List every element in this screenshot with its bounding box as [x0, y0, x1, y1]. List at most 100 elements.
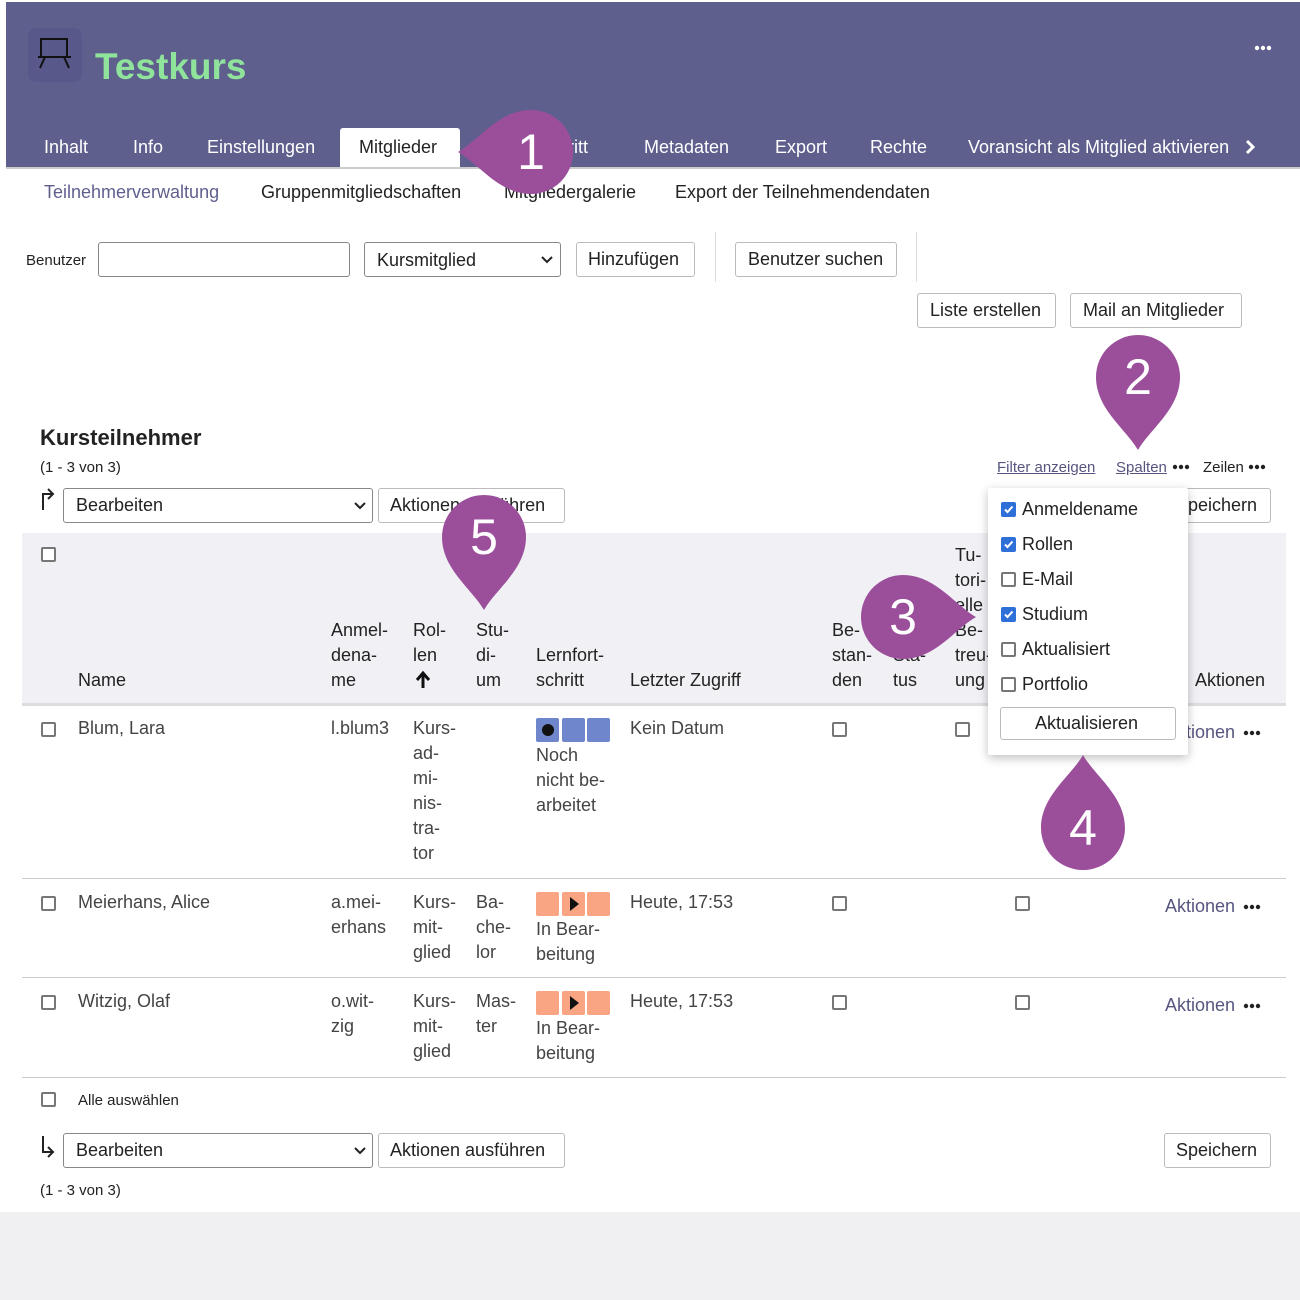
more-dots	[1255, 1003, 1261, 1009]
sort-arrow	[415, 670, 431, 688]
column-option-checkbox[interactable]	[1001, 502, 1016, 517]
member-name: Meierhans, Alice	[78, 892, 211, 912]
row-checkbox[interactable]	[41, 722, 56, 737]
tab[interactable]: Export	[775, 137, 828, 157]
progress-cell	[536, 892, 559, 916]
run-button[interactable]: Aktionen ausführen	[378, 1133, 565, 1168]
tab[interactable]: Info	[133, 137, 164, 157]
column-header: Stu- di- um	[476, 620, 510, 690]
page-content: Testkurs Inhalt Info Einstellungen Mitglied…	[0, 0, 1300, 1212]
tab[interactable]: Rechte	[870, 137, 928, 157]
column-option-label[interactable]: Rollen	[1022, 534, 1074, 554]
row-actions-link[interactable]: Aktionen	[1165, 995, 1236, 1015]
column-option-checkbox[interactable]	[1001, 642, 1016, 657]
more-dots	[1178, 464, 1184, 470]
subtab[interactable]: Gruppenmitgliedschaften	[261, 182, 462, 202]
tab[interactable]: Metadaten	[644, 137, 730, 157]
member-name: Blum, Lara	[78, 718, 166, 738]
table-count: (1 - 3 von 3)	[40, 459, 121, 476]
column-option-label[interactable]: Portfolio	[1022, 674, 1089, 694]
callout-marker: 2	[1096, 335, 1180, 450]
course-header	[6, 2, 1300, 167]
more-dots	[1243, 904, 1249, 910]
progress-marker	[542, 724, 554, 736]
more-dots	[1260, 464, 1266, 470]
column-option-label[interactable]: Anmeldename	[1022, 499, 1139, 519]
progress-status: In Bear- beitung	[536, 1018, 601, 1063]
save-button-text: Speichern	[1176, 495, 1258, 515]
table-count-bottom: (1 - 3 von 3)	[40, 1182, 121, 1199]
create-list-text: Liste erstellen	[930, 300, 1042, 320]
search-button[interactable]: Benutzer suchen	[735, 242, 897, 277]
tab[interactable]: Inhalt	[44, 137, 89, 157]
bulk-select-text: Bearbeiten	[76, 495, 164, 515]
subtab[interactable]: Export der Teilnehmendendaten	[675, 182, 930, 202]
progress-cell	[587, 991, 610, 1015]
column-option-label[interactable]: Studium	[1022, 604, 1089, 624]
callout-shape	[442, 495, 526, 610]
create-list-button[interactable]: Liste erstellen	[917, 293, 1056, 328]
callout-shape	[458, 110, 573, 194]
add-button-text: Hinzufügen	[588, 249, 680, 269]
column-option-checkbox[interactable]	[1001, 572, 1016, 587]
role-select[interactable]: Kursmitglied	[364, 242, 561, 277]
progress-cell	[587, 718, 610, 742]
row-actions-link[interactable]: Aktionen	[1165, 896, 1236, 916]
user-label: Benutzer	[26, 252, 87, 269]
callout-number: 1	[517, 124, 545, 180]
rows-link[interactable]: Zeilen	[1203, 459, 1244, 476]
more-dots	[1260, 45, 1266, 51]
bulk-select[interactable]: Bearbeiten	[63, 1133, 373, 1168]
tab[interactable]: Einstellungen	[207, 137, 316, 157]
member-study: Ba- che- lor	[476, 892, 512, 962]
more-dots	[1254, 464, 1260, 470]
add-button[interactable]: Hinzufügen	[576, 242, 695, 277]
column-header: Anmel- dena- me	[331, 620, 389, 690]
column-option-checkbox[interactable]	[1001, 537, 1016, 552]
member-login: l.blum3	[331, 718, 390, 738]
column-header: Tu- tori- elle Be- treu- ung	[955, 545, 993, 690]
member-login: o.wit- zig	[331, 991, 375, 1036]
callout-number: 5	[470, 509, 498, 565]
row-rule	[22, 878, 1286, 879]
last-access: Kein Datum	[630, 718, 725, 738]
apply-button[interactable]: Aktualisieren	[1000, 707, 1176, 740]
more-dots	[1243, 1003, 1249, 1009]
column-option-label[interactable]: E-Mail	[1022, 569, 1074, 589]
tab[interactable]: Mitglieder	[359, 137, 438, 157]
bulk-select[interactable]: Bearbeiten	[63, 488, 373, 523]
mail-button[interactable]: Mail an Mitglieder	[1070, 293, 1242, 328]
column-option-label[interactable]: Aktualisiert	[1022, 639, 1111, 659]
column-option-checkbox[interactable]	[1001, 677, 1016, 692]
select-chevron	[354, 502, 366, 510]
column-header: Aktionen	[1195, 670, 1266, 690]
tab[interactable]: Voransicht als Mitglied aktivieren	[968, 137, 1230, 157]
row-checkbox[interactable]	[41, 995, 56, 1010]
save-button[interactable]: Speichern	[1164, 1133, 1271, 1168]
select-all-checkbox[interactable]	[41, 1092, 56, 1107]
separator	[916, 232, 917, 282]
tutorial-checkbox[interactable]	[955, 722, 970, 737]
column-option-checkbox[interactable]	[1001, 607, 1016, 622]
passed-checkbox[interactable]	[832, 995, 847, 1010]
callout-marker: 5	[442, 495, 526, 610]
column-header: Be- stan- den	[832, 620, 873, 690]
passed-checkbox[interactable]	[832, 896, 847, 911]
tutorial-checkbox[interactable]	[1015, 896, 1030, 911]
select-all-checkbox-top[interactable]	[41, 547, 56, 562]
filter-link[interactable]: Filter anzeigen	[997, 459, 1096, 476]
more-dots	[1249, 730, 1255, 736]
bulk-arrow	[42, 488, 55, 510]
row-checkbox[interactable]	[41, 896, 56, 911]
more-dots	[1172, 464, 1178, 470]
member-login: a.mei- erhans	[331, 892, 387, 937]
more-dots	[1248, 464, 1254, 470]
subtab[interactable]: Teilnehmerverwaltung	[44, 182, 220, 202]
passed-checkbox[interactable]	[832, 722, 847, 737]
progress-status: In Bear- beitung	[536, 919, 601, 964]
more-dots	[1243, 730, 1249, 736]
tutorial-checkbox[interactable]	[1015, 995, 1030, 1010]
user-input[interactable]	[98, 242, 350, 277]
columns-link[interactable]: Spalten	[1116, 459, 1167, 476]
